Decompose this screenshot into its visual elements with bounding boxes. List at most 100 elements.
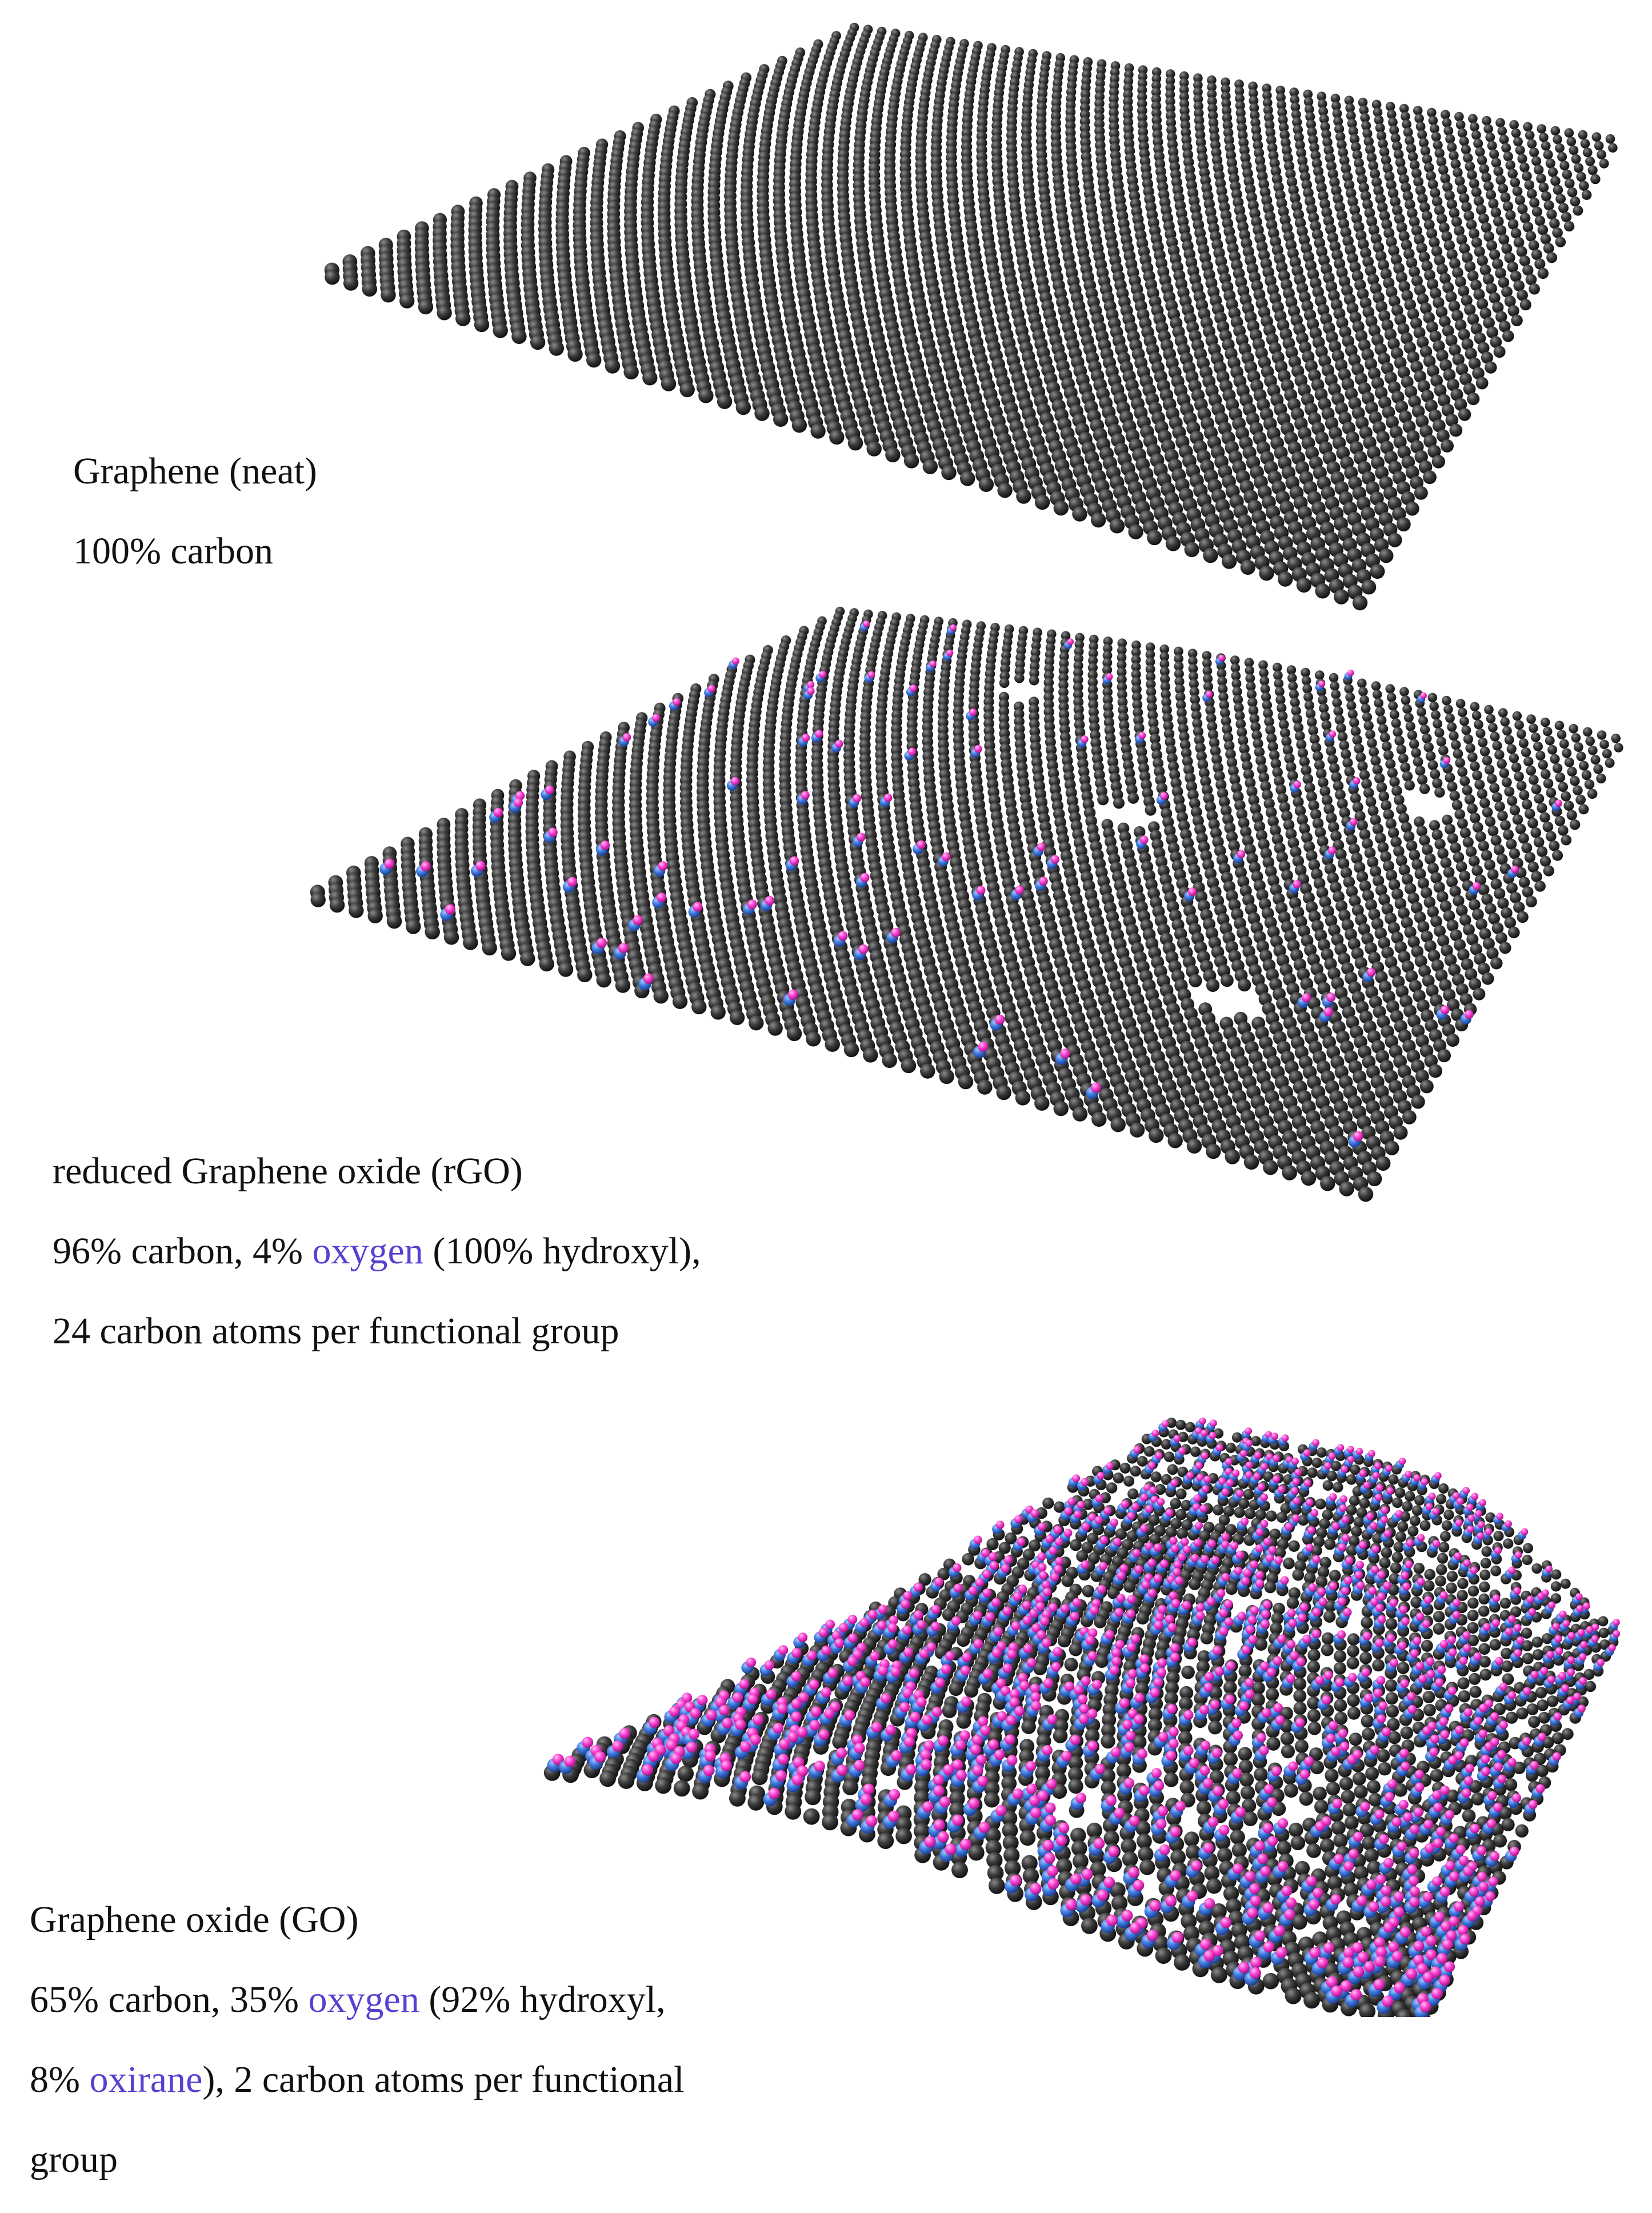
carbon-atom <box>1209 125 1219 135</box>
carbon-atom <box>623 364 639 380</box>
carbon-atom <box>1417 707 1426 717</box>
carbon-atom <box>1059 731 1071 743</box>
carbon-atom <box>1369 411 1382 425</box>
carbon-atom <box>1297 155 1308 166</box>
carbon-atom <box>1443 126 1454 136</box>
carbon-atom <box>1281 137 1291 148</box>
carbon-atom <box>717 394 733 409</box>
carbon-atom <box>1458 285 1470 297</box>
carbon-atom <box>1177 811 1188 823</box>
carbon-atom <box>1274 678 1284 689</box>
carbon-atom <box>1333 116 1343 126</box>
carbon-atom <box>1306 119 1316 130</box>
carbon-atom <box>1236 809 1247 820</box>
carbon-atom <box>1273 182 1284 193</box>
carbon-atom <box>1370 564 1385 579</box>
carbon-atom <box>1360 113 1370 123</box>
carbon-atom <box>1192 815 1204 827</box>
hydrogen-atom <box>853 794 861 803</box>
carbon-atom <box>1439 222 1450 233</box>
carbon-atom <box>1427 179 1438 190</box>
carbon-atom <box>1151 101 1162 111</box>
carbon-atom <box>1422 154 1433 165</box>
carbon-atom <box>1325 223 1337 235</box>
carbon-atom <box>1507 305 1519 317</box>
carbon-atom <box>1454 809 1465 820</box>
carbon-atom <box>1296 739 1307 750</box>
carbon-atom <box>1452 267 1463 278</box>
carbon-atom <box>1458 329 1470 341</box>
carbon-atom <box>1074 719 1085 730</box>
carbon-atom <box>1552 763 1563 774</box>
carbon-atom <box>1327 754 1338 765</box>
carbon-atom <box>1467 313 1479 325</box>
carbon-atom <box>1277 100 1287 110</box>
carbon-atom <box>1250 803 1261 815</box>
carbon-atom <box>1207 103 1218 114</box>
carbon-atom <box>1161 807 1173 819</box>
carbon-atom <box>1013 701 1025 712</box>
carbon-atom <box>1044 663 1054 674</box>
carbon-atom <box>1266 733 1277 744</box>
carbon-atom <box>1262 98 1273 108</box>
carbon-atom <box>1075 633 1085 643</box>
carbon-atom <box>1473 138 1483 149</box>
hydrogen-atom <box>863 620 870 627</box>
carbon-atom <box>1277 711 1288 722</box>
carbon-atom <box>1409 160 1420 170</box>
carbon-atom <box>1547 745 1558 755</box>
carbon-atom <box>1225 150 1237 161</box>
carbon-atom <box>1234 711 1245 721</box>
carbon-atom <box>1367 738 1377 749</box>
carbon-atom <box>1464 794 1475 805</box>
carbon-atom <box>1180 120 1191 130</box>
carbon-atom <box>1504 252 1515 263</box>
carbon-atom <box>1218 692 1229 702</box>
carbon-atom <box>1517 203 1528 214</box>
carbon-atom <box>1449 258 1461 270</box>
carbon-atom <box>1489 149 1499 159</box>
carbon-atom <box>1198 767 1210 779</box>
carbon-atom <box>1117 660 1127 670</box>
carbon-atom <box>1159 659 1170 669</box>
carbon-atom <box>1281 222 1293 234</box>
carbon-atom <box>1174 677 1185 687</box>
carbon-atom <box>1302 684 1313 694</box>
carbon-atom <box>1581 770 1592 781</box>
carbon-atom <box>1413 326 1426 339</box>
carbon-atom <box>1255 755 1266 766</box>
carbon-atom <box>1404 299 1416 311</box>
carbon-atom <box>1319 114 1329 124</box>
carbon-atom <box>1433 340 1445 353</box>
carbon-atom <box>1429 237 1440 248</box>
carbon-atom <box>1016 489 1031 504</box>
carbon-atom <box>1454 111 1464 122</box>
carbon-atom <box>1481 351 1493 364</box>
carbon-atom <box>1234 702 1244 713</box>
carbon-atom <box>1383 750 1394 761</box>
carbon-atom <box>1312 286 1324 298</box>
carbon-atom <box>1378 259 1390 271</box>
carbon-atom <box>1363 136 1374 147</box>
carbon-atom <box>1174 661 1184 671</box>
carbon-atom <box>1459 827 1471 839</box>
carbon-atom <box>1209 132 1220 143</box>
carbon-atom <box>1153 758 1164 769</box>
carbon-atom <box>1448 300 1461 313</box>
carbon-atom <box>1194 823 1206 835</box>
carbon-atom <box>1475 204 1487 215</box>
carbon-atom <box>1090 730 1101 741</box>
carbon-atom <box>1576 751 1586 762</box>
carbon-atom <box>1386 693 1397 702</box>
carbon-atom <box>735 399 751 415</box>
carbon-atom <box>810 423 826 439</box>
carbon-atom <box>1461 145 1471 155</box>
carbon-atom <box>1299 756 1310 767</box>
carbon-atom <box>1442 814 1453 826</box>
carbon-atom <box>1489 783 1500 794</box>
carbon-atom <box>1555 773 1566 783</box>
carbon-atom <box>1296 577 1312 593</box>
carbon-atom <box>1331 101 1341 111</box>
carbon-atom <box>1364 207 1375 218</box>
carbon-atom <box>1502 726 1512 736</box>
